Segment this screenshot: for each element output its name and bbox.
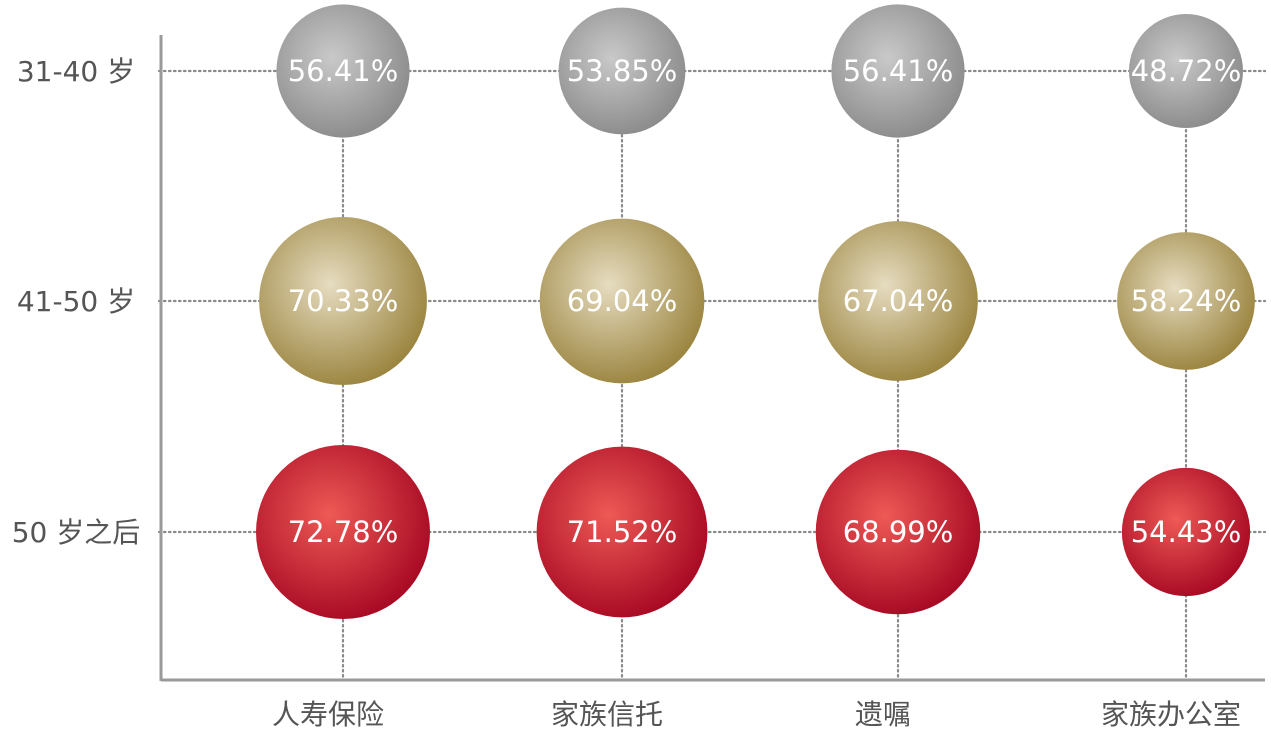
y-tick-label: 50 岁之后 [12, 516, 141, 549]
bubble-1-1 [539, 218, 705, 384]
bubble-2-3 [1121, 467, 1251, 597]
bubble-2-0 [256, 445, 430, 619]
bubble-value-label: 68.99% [843, 515, 954, 549]
bubble-0-1 [558, 7, 686, 135]
x-tick-label: 遗嘱 [855, 698, 911, 731]
x-tick-label: 人寿保险 [272, 698, 384, 731]
bubble-value-label: 69.04% [567, 284, 678, 318]
bubble-value-label: 71.52% [567, 515, 678, 549]
x-tick-label: 家族办公室 [1101, 698, 1241, 731]
bubble-1-2 [818, 221, 978, 381]
bubble-value-label: 53.85% [567, 54, 678, 88]
bubbles: 56.41% 53.85% 56.41% 48.72% 70.33% 69.04% 67.0… [256, 4, 1255, 619]
y-tick-label: 41-50 岁 [17, 285, 135, 318]
bubble-0-3 [1129, 14, 1243, 128]
bubble-value-label: 67.04% [843, 284, 954, 318]
bubble-value-label: 48.72% [1131, 54, 1242, 88]
bubble-1-0 [259, 217, 427, 385]
axes [159, 35, 1265, 682]
bubble-value-label: 70.33% [288, 284, 399, 318]
y-tick-label: 31-40 岁 [17, 55, 135, 88]
bubble-0-0 [276, 4, 410, 138]
bubble-value-label: 54.43% [1131, 515, 1242, 549]
bubble-2-1 [536, 446, 708, 618]
x-tick-label: 家族信托 [551, 698, 663, 731]
bubble-0-2 [831, 4, 965, 138]
bubble-value-label: 56.41% [843, 54, 954, 88]
bubble-1-3 [1117, 232, 1255, 370]
bubble-value-label: 56.41% [288, 54, 399, 88]
bubble-value-label: 58.24% [1131, 284, 1242, 318]
bubble-2-2 [815, 449, 981, 615]
bubble-value-label: 72.78% [288, 515, 399, 549]
